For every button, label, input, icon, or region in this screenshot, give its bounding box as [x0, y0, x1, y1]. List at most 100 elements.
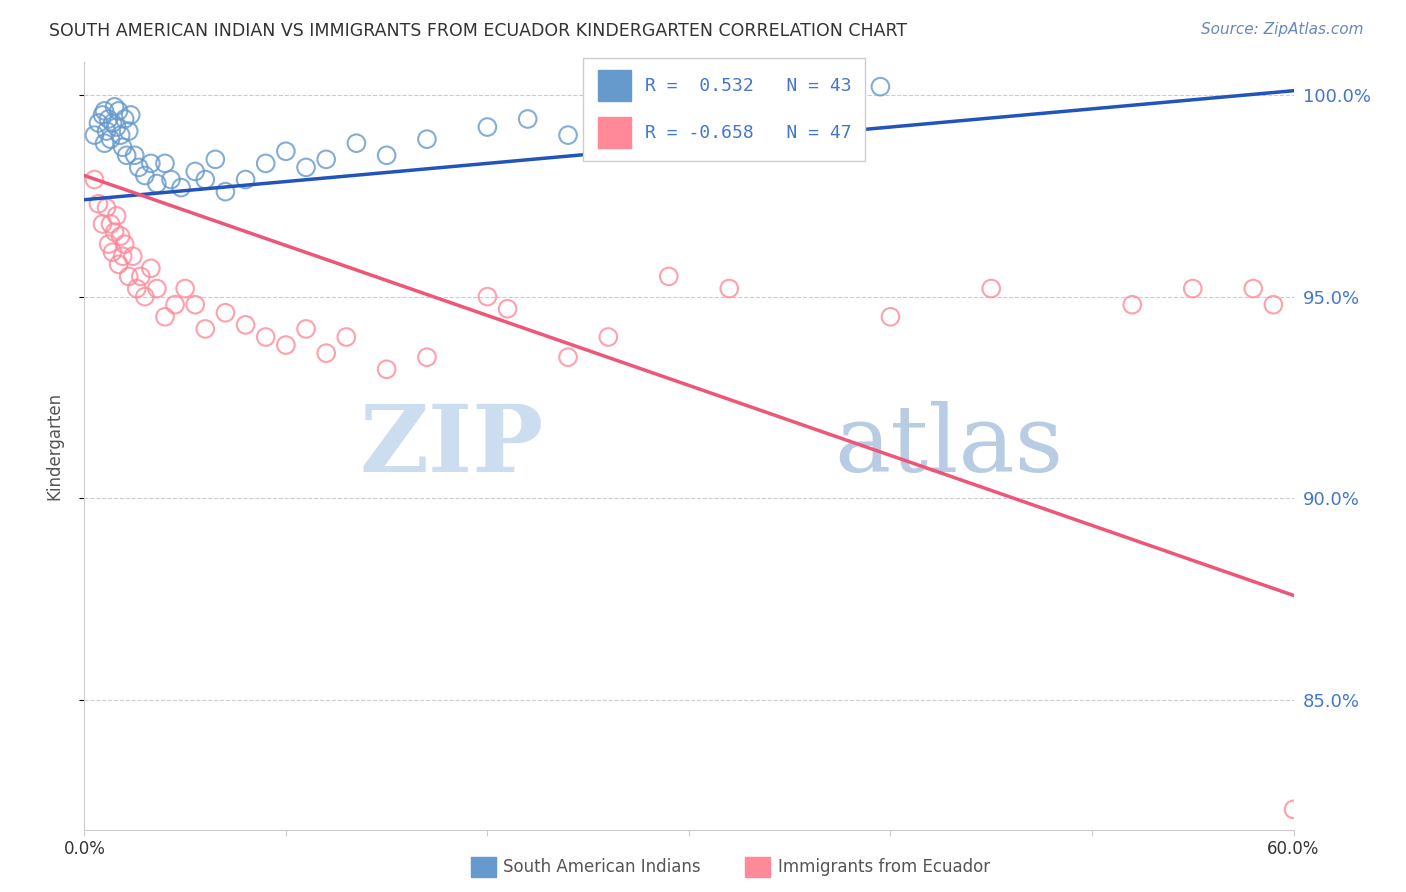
Point	[153, 156, 176, 170]
Point	[139, 156, 162, 170]
Point	[146, 281, 169, 295]
FancyBboxPatch shape	[583, 58, 865, 161]
Point	[105, 209, 128, 223]
Point	[96, 124, 118, 138]
Point	[107, 257, 129, 271]
Point	[416, 132, 439, 146]
Point	[274, 145, 297, 159]
Point	[101, 245, 124, 260]
Point	[214, 185, 236, 199]
Bar	[598, 118, 631, 148]
Point	[111, 140, 134, 154]
Point	[153, 310, 176, 324]
Point	[346, 136, 368, 151]
Point	[96, 201, 118, 215]
Point	[375, 148, 398, 162]
Point	[194, 322, 217, 336]
Point	[658, 269, 681, 284]
Point	[110, 229, 132, 244]
Point	[879, 310, 901, 324]
Point	[235, 172, 257, 186]
Point	[87, 196, 110, 211]
Text: atlas: atlas	[834, 401, 1063, 491]
Point	[139, 261, 162, 276]
Point	[124, 148, 146, 162]
Y-axis label: Kindergarten: Kindergarten	[45, 392, 63, 500]
Point	[214, 306, 236, 320]
Text: South American Indians: South American Indians	[503, 858, 702, 876]
Point	[1181, 281, 1204, 295]
Point	[477, 120, 499, 134]
Point	[375, 362, 398, 376]
Point	[129, 269, 152, 284]
Point	[416, 350, 439, 364]
Point	[104, 225, 127, 239]
Point	[93, 136, 115, 151]
Point	[557, 350, 579, 364]
Text: R =  0.532   N = 43: R = 0.532 N = 43	[645, 77, 852, 95]
Point	[107, 103, 129, 118]
Point	[980, 281, 1002, 295]
Point	[97, 112, 120, 126]
Point	[194, 172, 217, 186]
Point	[184, 164, 207, 178]
Point	[105, 120, 128, 134]
Point	[160, 172, 183, 186]
Point	[718, 281, 741, 295]
Point	[121, 249, 143, 263]
Point	[114, 237, 136, 252]
Point	[111, 249, 134, 263]
Point	[718, 100, 741, 114]
Text: Immigrants from Ecuador: Immigrants from Ecuador	[778, 858, 990, 876]
Point	[114, 112, 136, 126]
Point	[91, 217, 114, 231]
Point	[87, 116, 110, 130]
Point	[101, 116, 124, 130]
Point	[174, 281, 197, 295]
Point	[91, 108, 114, 122]
Point	[184, 298, 207, 312]
Point	[1282, 802, 1305, 816]
Point	[170, 180, 193, 194]
Point	[120, 108, 142, 122]
Point	[477, 290, 499, 304]
Point	[93, 103, 115, 118]
Point	[134, 169, 156, 183]
Point	[125, 281, 148, 295]
Point	[83, 128, 105, 142]
Point	[115, 148, 138, 162]
Point	[557, 128, 579, 142]
Point	[83, 172, 105, 186]
Point	[1263, 298, 1285, 312]
Point	[295, 161, 318, 175]
Bar	[598, 70, 631, 101]
Point	[204, 153, 226, 167]
Point	[598, 330, 620, 344]
Point	[100, 217, 122, 231]
Point	[869, 79, 891, 94]
Point	[516, 112, 538, 126]
Point	[104, 100, 127, 114]
Point	[254, 330, 277, 344]
Point	[1241, 281, 1264, 295]
Point	[315, 153, 337, 167]
Point	[165, 298, 187, 312]
Point	[496, 301, 519, 316]
Point	[254, 156, 277, 170]
Point	[118, 124, 141, 138]
Point	[100, 132, 122, 146]
Point	[1121, 298, 1143, 312]
Text: SOUTH AMERICAN INDIAN VS IMMIGRANTS FROM ECUADOR KINDERGARTEN CORRELATION CHART: SOUTH AMERICAN INDIAN VS IMMIGRANTS FROM…	[49, 22, 907, 40]
Text: R = -0.658   N = 47: R = -0.658 N = 47	[645, 124, 852, 142]
Point	[295, 322, 318, 336]
Point	[128, 161, 150, 175]
Point	[118, 269, 141, 284]
Point	[235, 318, 257, 332]
Point	[315, 346, 337, 360]
Point	[97, 237, 120, 252]
Point	[110, 128, 132, 142]
Point	[134, 290, 156, 304]
Point	[146, 177, 169, 191]
Point	[335, 330, 357, 344]
Point	[274, 338, 297, 352]
